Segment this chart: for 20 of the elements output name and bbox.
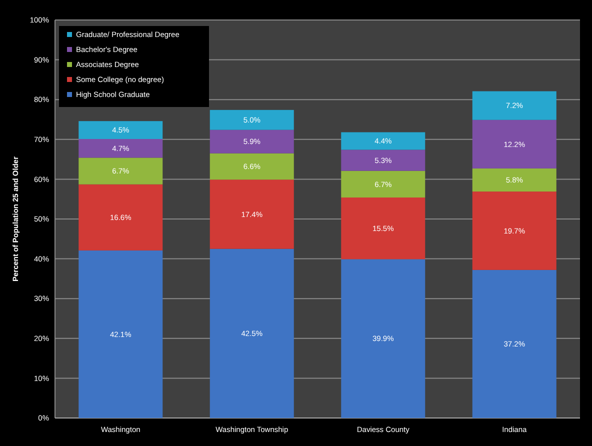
bar (210, 110, 294, 130)
bar (210, 130, 294, 154)
bar (341, 198, 426, 260)
bar (210, 248, 294, 418)
bar (472, 120, 556, 168)
bar (341, 259, 426, 418)
bar (78, 184, 163, 250)
bar (472, 192, 556, 270)
bar (210, 153, 294, 180)
bar (341, 150, 426, 171)
bar (78, 139, 163, 158)
bar (341, 170, 426, 198)
bar (78, 121, 163, 139)
bar (472, 91, 556, 120)
bar (210, 180, 294, 249)
bar (341, 132, 426, 150)
bar (472, 168, 556, 192)
bar (78, 158, 163, 184)
bar (472, 270, 556, 418)
bar (78, 250, 163, 418)
